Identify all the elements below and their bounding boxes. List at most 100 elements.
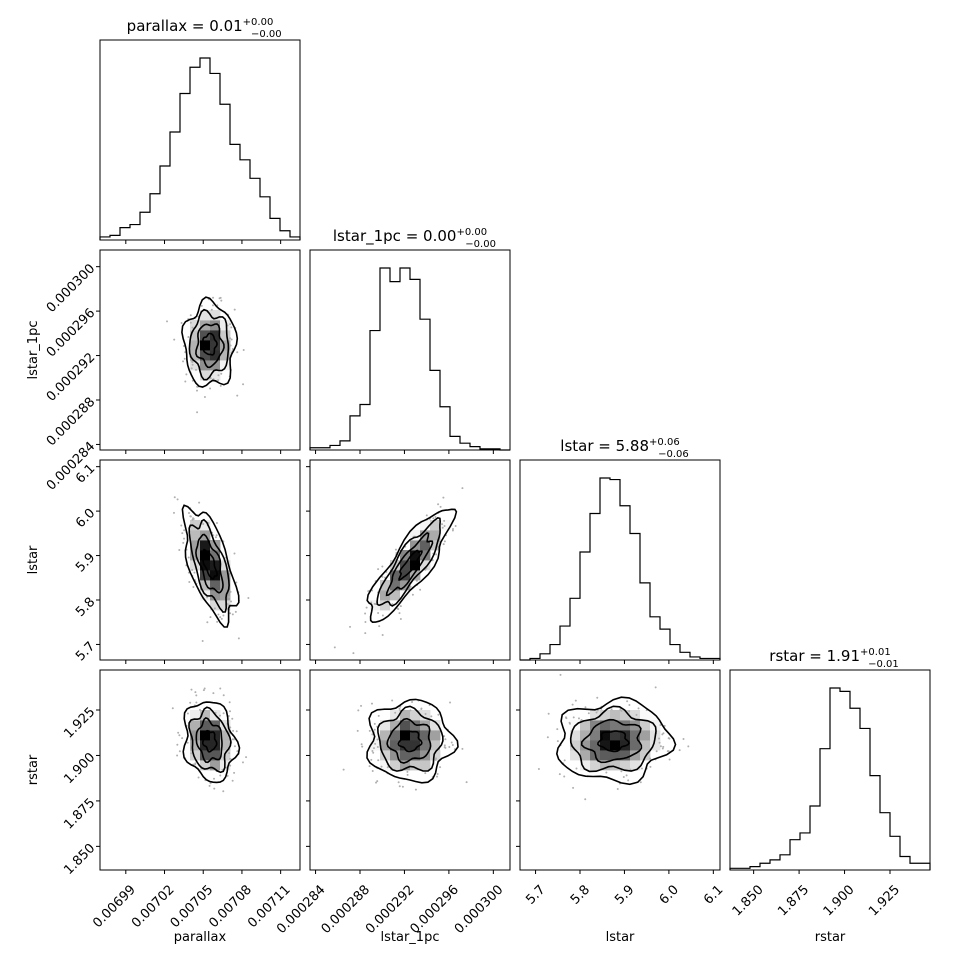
sample-point bbox=[231, 738, 234, 741]
panel-content bbox=[171, 687, 248, 793]
title-lstar: lstar = 5.88+0.06 bbox=[560, 437, 679, 455]
title-minus-rstar: −0.01 bbox=[868, 659, 899, 670]
density-cell bbox=[200, 370, 211, 381]
sample-point bbox=[233, 745, 236, 748]
sample-point bbox=[236, 750, 239, 753]
sample-point bbox=[547, 712, 550, 715]
x-tick-label-lstar: 6.1 bbox=[701, 882, 726, 907]
sample-point bbox=[231, 347, 234, 350]
sample-point bbox=[461, 487, 464, 490]
density-cell bbox=[190, 360, 201, 371]
sample-point bbox=[196, 389, 199, 392]
sample-point bbox=[241, 761, 244, 764]
sample-point bbox=[364, 632, 367, 635]
sample-point bbox=[368, 765, 371, 768]
density-cell bbox=[400, 720, 411, 731]
sample-point bbox=[575, 767, 578, 770]
sample-point bbox=[625, 774, 628, 777]
density-cell bbox=[220, 570, 231, 581]
x-axis-label-parallax: parallax bbox=[174, 930, 227, 945]
y-tick-label-rstar: 1.925 bbox=[61, 705, 98, 742]
density-cell bbox=[400, 730, 411, 741]
sample-point bbox=[232, 729, 235, 732]
density-cell bbox=[590, 730, 601, 741]
contour-level-4 bbox=[366, 698, 459, 784]
sample-point bbox=[430, 715, 433, 718]
sample-point bbox=[662, 745, 665, 748]
sample-point bbox=[436, 773, 439, 776]
sample-point bbox=[596, 696, 599, 699]
x-axis-label-lstar_1pc: lstar_1pc bbox=[381, 930, 440, 945]
sample-point bbox=[381, 575, 384, 578]
sample-point bbox=[595, 711, 598, 714]
sample-point bbox=[211, 304, 214, 307]
sample-point bbox=[183, 537, 186, 540]
density-cell bbox=[200, 520, 211, 531]
sample-point bbox=[178, 750, 181, 753]
sample-point bbox=[222, 694, 225, 697]
sample-point bbox=[186, 712, 189, 715]
density-cell bbox=[220, 590, 231, 601]
density-cell bbox=[190, 720, 201, 731]
density-cell bbox=[380, 730, 391, 741]
title-minus-lstar: −0.06 bbox=[658, 449, 689, 460]
sample-point bbox=[411, 701, 414, 704]
contour-level-1 bbox=[398, 549, 423, 581]
density-cell bbox=[200, 310, 211, 321]
density-cell bbox=[210, 360, 221, 371]
density-cell bbox=[210, 320, 221, 331]
sample-point bbox=[365, 606, 368, 609]
sample-point bbox=[443, 524, 446, 527]
contour-level-1 bbox=[397, 730, 423, 753]
sample-point bbox=[443, 519, 446, 522]
y-tick-label-rstar: 1.900 bbox=[61, 750, 98, 787]
density-cell bbox=[650, 740, 661, 751]
density-cell bbox=[380, 760, 391, 771]
density-cell bbox=[380, 750, 391, 761]
density-cell bbox=[210, 760, 221, 771]
sample-point bbox=[212, 378, 215, 381]
sample-point bbox=[376, 745, 379, 748]
title-main: lstar_1pc = 0.00 bbox=[333, 227, 457, 246]
title-lstar_1pc: lstar_1pc = 0.00+0.00 bbox=[333, 227, 487, 246]
panel-content bbox=[333, 487, 464, 655]
sample-point bbox=[377, 568, 380, 571]
sample-point bbox=[182, 541, 185, 544]
contour-level-4 bbox=[366, 508, 458, 624]
y-tick-label-lstar: 5.7 bbox=[73, 639, 98, 664]
sample-point bbox=[217, 374, 220, 377]
sample-point bbox=[177, 731, 180, 734]
y-tick-label-lstar: 6.0 bbox=[73, 506, 98, 531]
panel-lstar_1pc-vs-parallax bbox=[96, 249, 301, 454]
density-cell bbox=[580, 720, 591, 731]
panel-rstar-vs-lstar bbox=[516, 669, 721, 874]
sample-point bbox=[451, 529, 454, 532]
sample-point bbox=[229, 726, 232, 729]
sample-point bbox=[537, 767, 540, 770]
sample-point bbox=[209, 782, 212, 785]
sample-point bbox=[425, 514, 428, 517]
sample-point bbox=[213, 607, 216, 610]
density-cell bbox=[610, 730, 621, 741]
sample-point bbox=[678, 749, 681, 752]
density-cell bbox=[610, 750, 621, 761]
sample-point bbox=[374, 603, 377, 606]
sample-point bbox=[377, 612, 380, 615]
sample-point bbox=[215, 534, 218, 537]
sample-point bbox=[357, 709, 360, 712]
sample-point bbox=[443, 744, 446, 747]
density-cell bbox=[620, 710, 631, 721]
sample-point bbox=[214, 536, 217, 539]
sample-point bbox=[183, 357, 186, 360]
contour-level-2 bbox=[195, 716, 223, 764]
x-tick-label-rstar: 1.850 bbox=[730, 882, 767, 919]
sample-point bbox=[191, 518, 194, 521]
sample-point bbox=[242, 348, 245, 351]
sample-point bbox=[212, 692, 215, 695]
axes-frame bbox=[99, 39, 301, 241]
contour-level-2 bbox=[386, 717, 432, 764]
sample-point bbox=[622, 775, 625, 778]
density-cell bbox=[420, 520, 431, 531]
sample-point bbox=[401, 785, 404, 788]
sample-point bbox=[209, 377, 212, 380]
